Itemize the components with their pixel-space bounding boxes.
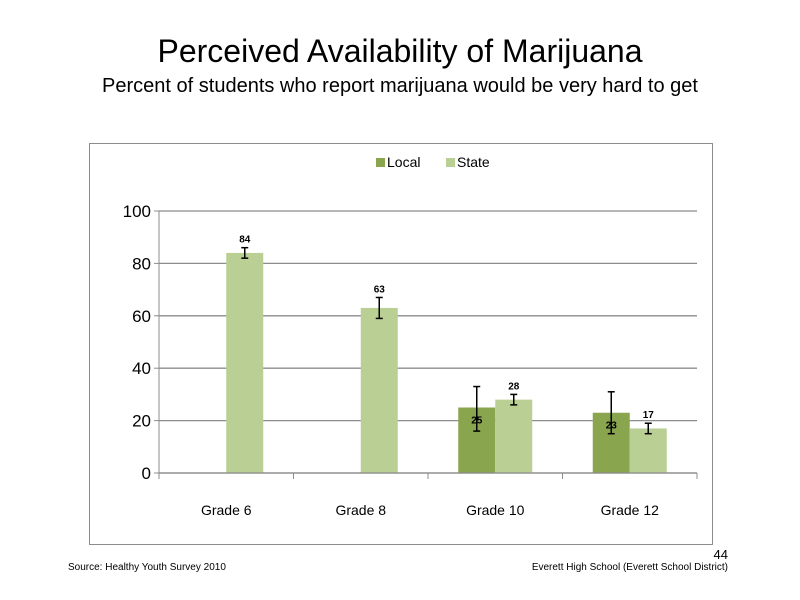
bar-state (629, 428, 667, 473)
y-tick-label: 20 (132, 412, 151, 431)
data-label: 25 (471, 416, 483, 427)
x-tick-label: Grade 6 (201, 502, 252, 518)
data-label: 84 (239, 235, 251, 246)
slide-subtitle: Percent of students who report marijuana… (102, 75, 698, 97)
legend-label-local: Local (387, 154, 420, 170)
legend-label-state: State (457, 154, 490, 170)
bar-state (226, 252, 264, 473)
source-note: Source: Healthy Youth Survey 2010 (68, 562, 226, 573)
y-tick-label: 60 (132, 307, 151, 326)
data-label: 28 (508, 381, 520, 392)
y-tick-label: 80 (132, 254, 151, 273)
legend-swatch-local (376, 158, 385, 167)
data-label: 17 (643, 410, 655, 421)
page-number: 44 (713, 547, 728, 562)
data-label: 63 (374, 284, 386, 295)
chart-area: 0 20 40 60 80 100 Grade 6 84 Grade 8 63 Grade 10 25… (89, 143, 713, 545)
school-name: Everett High School (Everett School Dist… (531, 562, 728, 573)
y-tick-label: 40 (132, 359, 151, 378)
x-tick-label: Grade 8 (335, 502, 386, 518)
bar-state (360, 307, 398, 473)
legend-swatch-state (446, 158, 455, 167)
y-tick-label: 0 (142, 464, 151, 483)
x-tick-label: Grade 12 (601, 502, 660, 518)
x-tick-label: Grade 10 (466, 502, 525, 518)
slide-title: Perceived Availability of Marijuana (157, 33, 643, 69)
data-label: 23 (606, 421, 618, 432)
bar-state (495, 399, 533, 473)
y-tick-label: 100 (123, 202, 151, 221)
bar-chart: 0 20 40 60 80 100 Grade 6 84 Grade 8 63 Grade 10 25… (123, 154, 698, 518)
